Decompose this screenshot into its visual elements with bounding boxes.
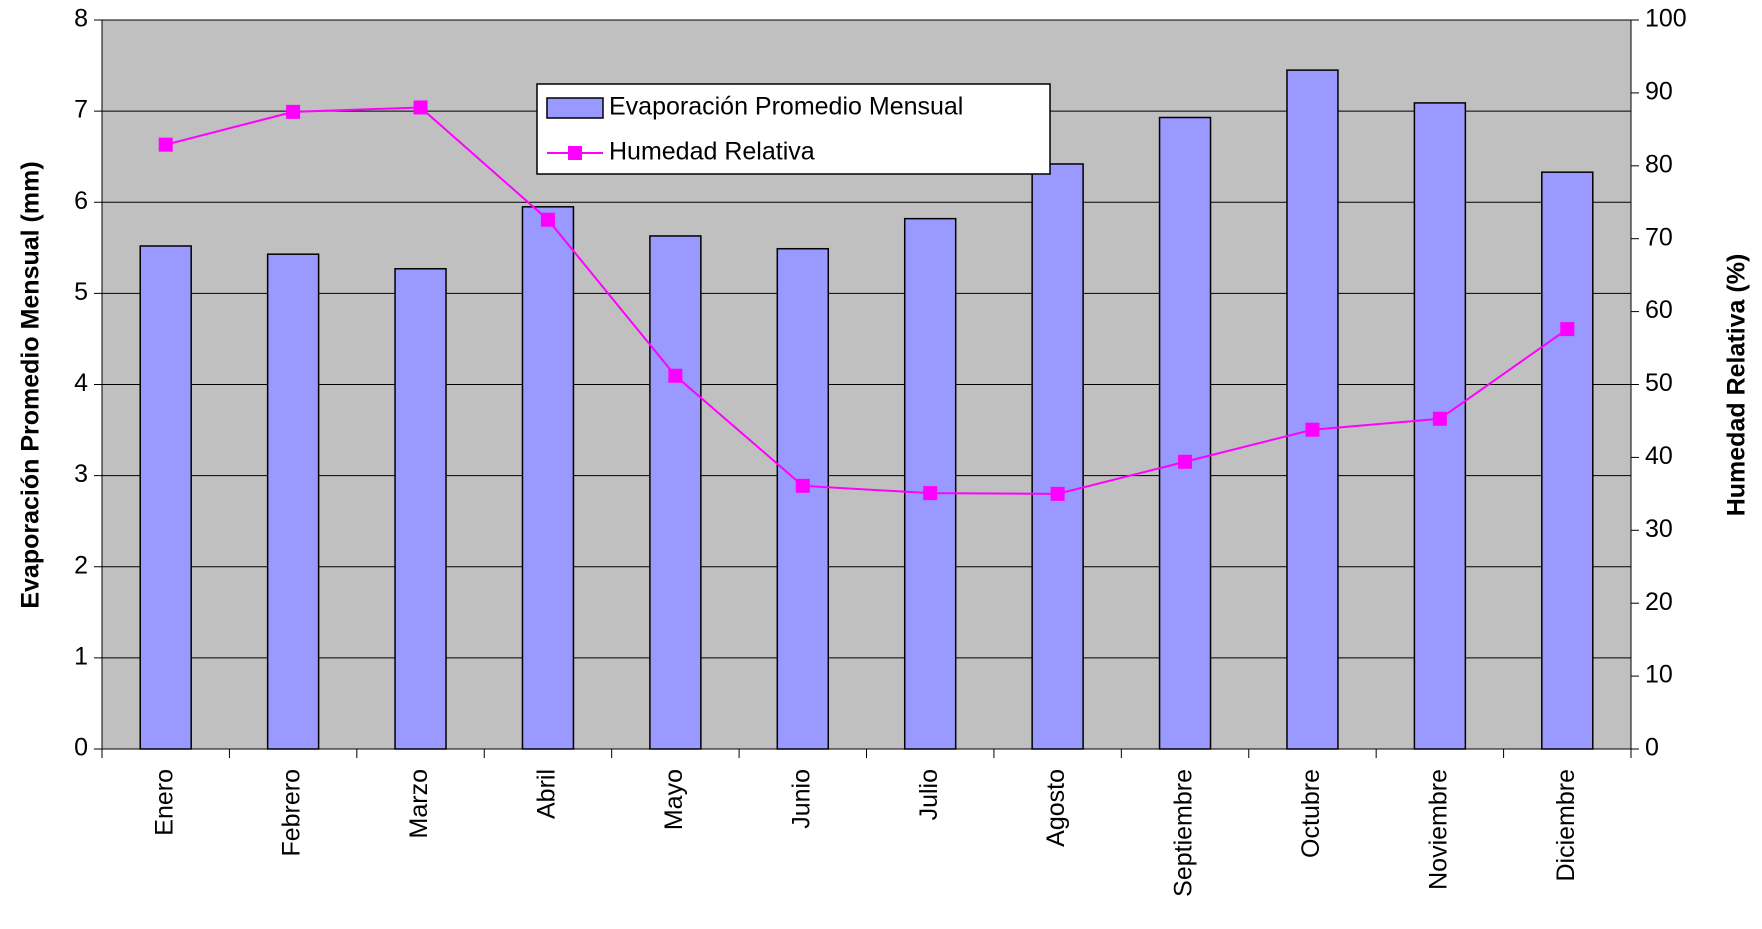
bar [521, 206, 575, 750]
x-tick-label: Septiembre [1170, 769, 1198, 897]
bar [1413, 102, 1467, 750]
y2-axis-title: Humedad Relativa (%) [1723, 254, 1751, 517]
marker [1305, 422, 1320, 437]
x-tick-label: Abril [533, 769, 561, 819]
x-tick-label: Noviembre [1424, 769, 1452, 890]
y-tick-label: 4 [74, 369, 88, 397]
marker [1178, 454, 1193, 469]
y2-tick-label: 70 [1645, 223, 1673, 251]
marker [1432, 411, 1447, 426]
y2-tick-label: 10 [1645, 661, 1673, 689]
y-tick-label: 2 [74, 551, 88, 579]
x-tick-label: Febrero [278, 769, 306, 857]
legend-label: Humedad Relativa [609, 138, 815, 166]
y2-tick-label: 80 [1645, 150, 1673, 178]
bar [1031, 163, 1084, 750]
x-tick-label: Enero [150, 769, 178, 836]
legend-swatch [546, 97, 604, 119]
y2-tick-label: 0 [1645, 734, 1659, 762]
marker [668, 368, 683, 383]
legend-label: Evaporación Promedio Mensual [609, 93, 963, 121]
y2-tick-label: 90 [1645, 78, 1673, 106]
marker [1560, 322, 1575, 337]
legend-marker [568, 146, 582, 160]
bar [1158, 116, 1212, 750]
bar [649, 235, 702, 750]
bar [776, 247, 830, 750]
y-tick-label: 8 [74, 5, 88, 33]
bar [1286, 69, 1339, 750]
bar [903, 217, 957, 750]
marker [540, 212, 555, 227]
bar [394, 268, 447, 750]
y-tick-label: 0 [74, 734, 88, 762]
x-tick-label: Diciembre [1552, 769, 1580, 882]
marker [923, 486, 938, 501]
x-tick-label: Agosto [1042, 769, 1070, 847]
y-tick-label: 1 [74, 642, 88, 670]
y2-tick-label: 30 [1645, 515, 1673, 543]
x-tick-label: Mayo [660, 769, 688, 830]
marker [795, 478, 810, 493]
marker [158, 137, 173, 152]
y2-tick-label: 50 [1645, 369, 1673, 397]
y2-tick-label: 40 [1645, 442, 1673, 470]
bar [139, 245, 192, 750]
y-tick-label: 7 [74, 96, 88, 124]
x-tick-label: Julio [915, 769, 943, 820]
y-tick-label: 3 [74, 460, 88, 488]
marker [1050, 486, 1065, 501]
bar [1541, 171, 1594, 750]
x-tick-label: Marzo [405, 769, 433, 838]
bar [266, 253, 320, 750]
legend [536, 83, 1051, 175]
y2-tick-label: 20 [1645, 588, 1673, 616]
y2-tick-label: 100 [1645, 5, 1687, 33]
line [165, 106, 1568, 495]
y2-tick-label: 60 [1645, 296, 1673, 324]
x-tick-label: Junio [787, 769, 815, 829]
y-tick-label: 5 [74, 278, 88, 306]
marker [286, 104, 301, 119]
x-tick-label: Octubre [1297, 769, 1325, 858]
y-axis-title: Evaporación Promedio Mensual (mm) [17, 161, 45, 608]
marker [413, 100, 428, 115]
y-tick-label: 6 [74, 187, 88, 215]
